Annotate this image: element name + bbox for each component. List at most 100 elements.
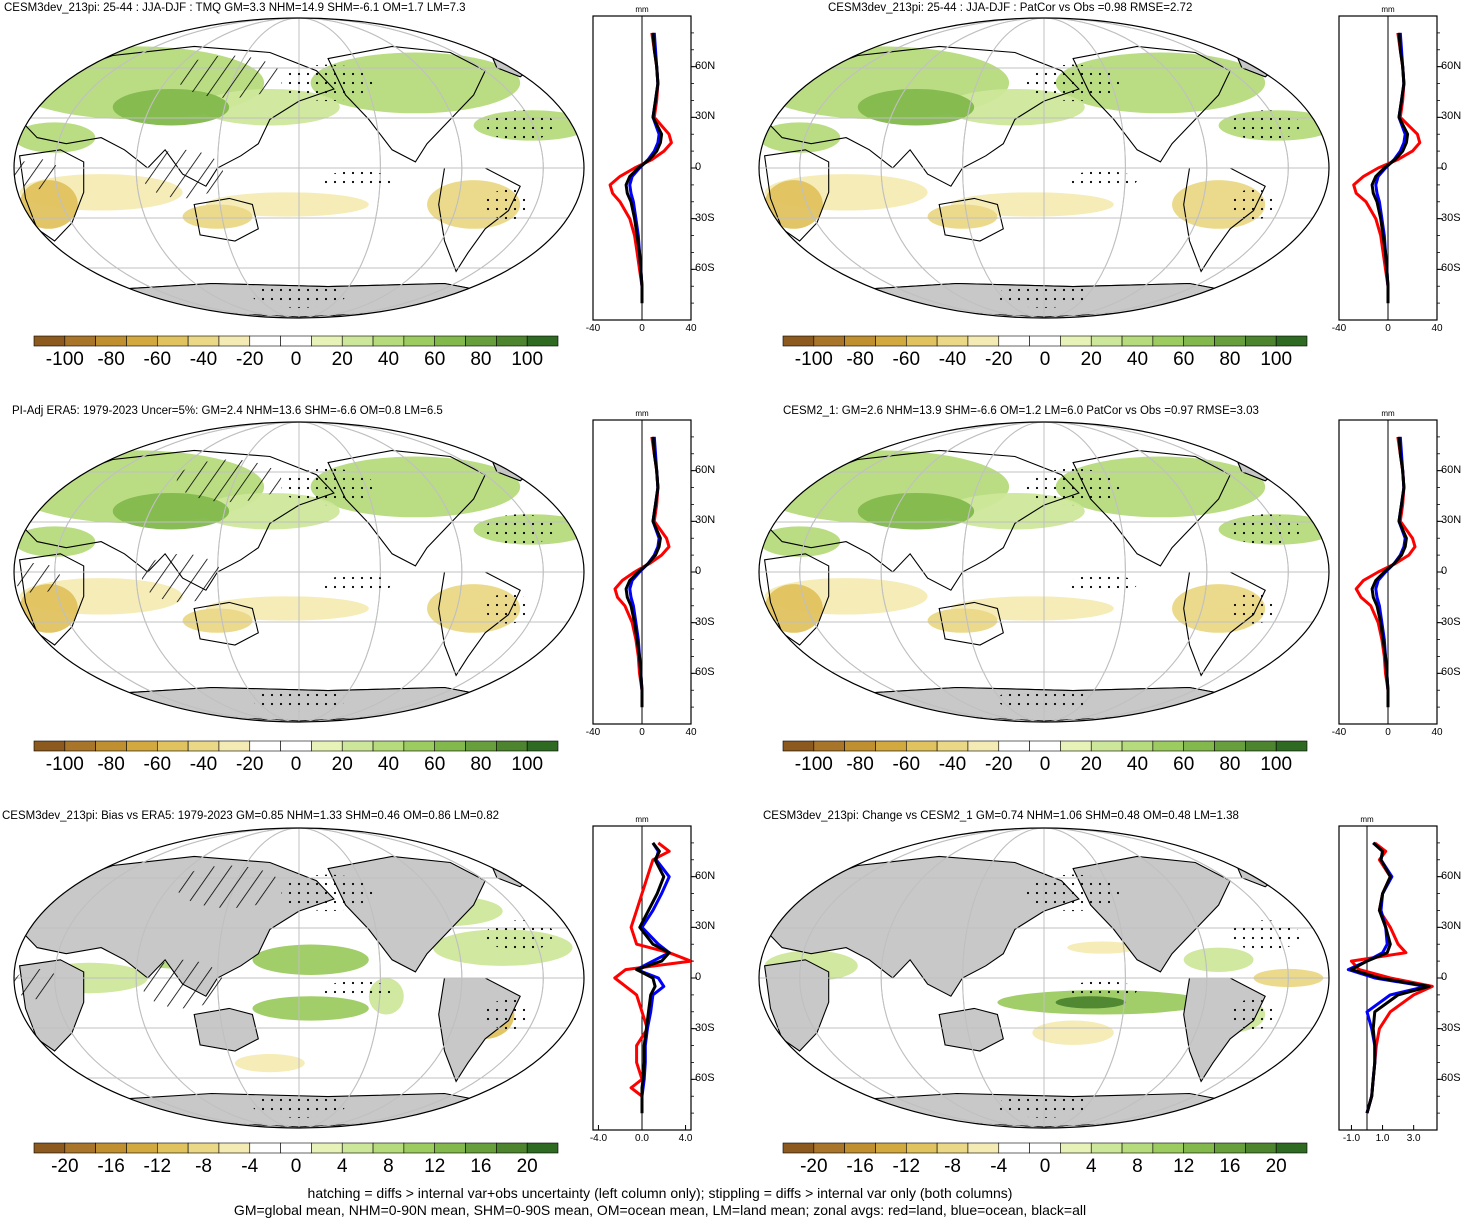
stippling-region bbox=[282, 65, 375, 102]
colorbar-cell bbox=[311, 1143, 342, 1153]
zonal-lat-label: 60S bbox=[1441, 1072, 1461, 1084]
colorbar-cell bbox=[188, 336, 219, 346]
zonal-x-label: 0 bbox=[639, 323, 645, 334]
colorbar-cell bbox=[34, 336, 65, 346]
anomaly-region bbox=[183, 608, 253, 632]
colorbar-cell bbox=[1153, 336, 1184, 346]
stippling-region bbox=[1230, 920, 1300, 950]
zonal-lat-label: 60N bbox=[1441, 464, 1461, 476]
colorbar-cell bbox=[466, 741, 497, 751]
zonal-lat-label: 30S bbox=[695, 212, 715, 224]
colorbar-cell bbox=[783, 1143, 814, 1153]
stippling-region bbox=[1230, 110, 1300, 140]
zonal-unit: mm bbox=[1381, 5, 1394, 14]
colorbar-cell bbox=[1245, 336, 1276, 346]
colorbar-cell bbox=[845, 336, 876, 346]
map-panel-5 bbox=[8, 828, 590, 1128]
colorbar-cell bbox=[1276, 741, 1307, 751]
colorbar-cell bbox=[466, 336, 497, 346]
colorbar-label: -60 bbox=[144, 754, 171, 776]
zonal-lat-label: 60N bbox=[695, 60, 715, 72]
colorbar-label: -100 bbox=[795, 349, 833, 371]
colorbar-label: 60 bbox=[1173, 349, 1194, 371]
zonal-x-label: 1.0 bbox=[1376, 1133, 1390, 1144]
zonal-lat-label: 0 bbox=[1441, 161, 1447, 173]
colorbar-label: -8 bbox=[944, 1156, 961, 1178]
colorbar-cell bbox=[1245, 741, 1276, 751]
colorbar-cell bbox=[1215, 336, 1246, 346]
colorbar-cell bbox=[126, 1143, 157, 1153]
colorbar-label: 0 bbox=[291, 1156, 302, 1178]
anomaly-region bbox=[928, 608, 998, 632]
colorbar-cell bbox=[157, 1143, 188, 1153]
colorbar-label: 100 bbox=[511, 349, 543, 371]
colorbar-cell bbox=[435, 1143, 466, 1153]
zonal-lat-label: 0 bbox=[1441, 565, 1447, 577]
colorbar-2 bbox=[783, 336, 1307, 346]
colorbar-cell bbox=[435, 741, 466, 751]
stippling-region bbox=[485, 920, 555, 950]
zonal-x-label: 0 bbox=[1385, 727, 1391, 738]
hatching-region bbox=[177, 460, 282, 503]
colorbar-cell bbox=[466, 1143, 497, 1153]
colorbar-label: 40 bbox=[1127, 754, 1148, 776]
colorbar-cell bbox=[875, 1143, 906, 1153]
colorbar-label: -100 bbox=[46, 754, 84, 776]
colorbar-label: 80 bbox=[1219, 754, 1240, 776]
zonal-lat-label: 0 bbox=[695, 971, 701, 983]
colorbar-cell bbox=[1153, 1143, 1184, 1153]
zonal-x-label: 40 bbox=[1431, 323, 1442, 334]
footer-line-2: GM=global mean, NHM=0-90N mean, SHM=0-90… bbox=[234, 1202, 1086, 1218]
colorbar-cell bbox=[1153, 741, 1184, 751]
stippling-region bbox=[485, 514, 555, 544]
panel-title-6: CESM3dev_213pi: Change vs CESM2_1 GM=0.7… bbox=[763, 810, 1239, 822]
colorbar-cell bbox=[65, 741, 96, 751]
colorbar-label: 12 bbox=[1173, 1156, 1194, 1178]
hatching-region bbox=[142, 960, 223, 1009]
colorbar-label: 20 bbox=[1081, 754, 1102, 776]
colorbar-cell bbox=[34, 741, 65, 751]
colorbar-cell bbox=[96, 741, 127, 751]
colorbar-label: 20 bbox=[1266, 1156, 1287, 1178]
zonal-lat-label: 60N bbox=[1441, 60, 1461, 72]
zonal-unit: mm bbox=[635, 815, 648, 824]
colorbar-label: -8 bbox=[195, 1156, 212, 1178]
colorbar-label: 12 bbox=[424, 1156, 445, 1178]
colorbar-label: -60 bbox=[893, 349, 920, 371]
colorbar-label: 20 bbox=[332, 349, 353, 371]
colorbar-1 bbox=[34, 336, 558, 346]
colorbar-label: 40 bbox=[378, 754, 399, 776]
colorbar-cell bbox=[527, 1143, 558, 1153]
zonal-panel-2 bbox=[1339, 16, 1443, 320]
colorbar-cell bbox=[937, 741, 968, 751]
colorbar-cell bbox=[783, 741, 814, 751]
colorbar-cell bbox=[1184, 1143, 1215, 1153]
hatching-region bbox=[14, 563, 61, 593]
zonal-lat-label: 60S bbox=[695, 262, 715, 274]
zonal-lat-label: 60S bbox=[1441, 262, 1461, 274]
colorbar-cell bbox=[906, 1143, 937, 1153]
colorbar-cell bbox=[281, 1143, 312, 1153]
zonal-lat-label: 0 bbox=[695, 565, 701, 577]
colorbar-cell bbox=[157, 336, 188, 346]
colorbar-label: -40 bbox=[939, 754, 966, 776]
colorbar-cell bbox=[1030, 1143, 1061, 1153]
colorbar-label: 100 bbox=[1260, 349, 1292, 371]
stippling-region bbox=[1230, 189, 1277, 219]
colorbar-cell bbox=[968, 741, 999, 751]
stippling-region bbox=[1067, 171, 1137, 189]
zonal-lat-label: 30N bbox=[1441, 920, 1461, 932]
colorbar-cell bbox=[999, 1143, 1030, 1153]
stippling-region bbox=[252, 688, 345, 712]
zonal-x-label: 4.0 bbox=[679, 1133, 693, 1144]
colorbar-cell bbox=[219, 336, 250, 346]
colorbar-label: 8 bbox=[383, 1156, 394, 1178]
zonal-x-label: -1.0 bbox=[1343, 1133, 1360, 1144]
colorbar-cell bbox=[814, 336, 845, 346]
colorbar-cell bbox=[1091, 336, 1122, 346]
colorbar-label: 20 bbox=[332, 754, 353, 776]
colorbar-cell bbox=[34, 1143, 65, 1153]
zonal-lat-label: 30S bbox=[695, 1022, 715, 1034]
colorbar-cell bbox=[188, 741, 219, 751]
